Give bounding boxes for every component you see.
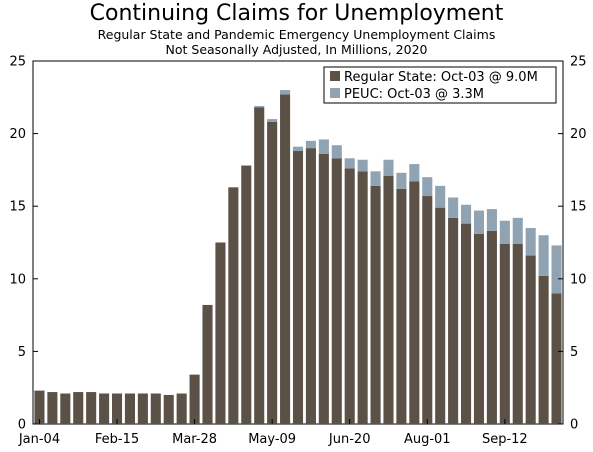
y-tick-label-left-10: 10 [9,272,26,287]
y-tick-label-right-5: 5 [570,345,578,360]
bar-peuc-33 [461,204,472,224]
bar-peuc-22 [318,139,329,154]
bar-regular-state-8 [137,393,148,424]
bar-regular-state-40 [551,293,562,424]
bar-peuc-17 [254,106,265,108]
bar-regular-state-5 [99,393,110,424]
y-tick-label-left-20: 20 [9,127,26,142]
bar-regular-state-38 [525,255,536,424]
x-tick-label-May-09: May-09 [248,432,296,447]
bar-regular-state-10 [163,394,174,424]
bar-regular-state-19 [280,94,291,425]
chart-subtitle-line-1: Regular State and Pandemic Emergency Une… [97,27,496,42]
y-tick-label-right-15: 15 [570,200,587,215]
bar-regular-state-36 [499,243,510,424]
x-tick-label-Mar-28: Mar-28 [172,432,217,447]
bar-regular-state-20 [292,151,304,424]
bar-regular-state-24 [344,168,355,424]
y-tick-label-right-20: 20 [570,127,587,142]
bar-regular-state-0 [34,390,45,424]
bar-peuc-29 [409,164,420,182]
legend-label-regular-state: Regular State: Oct-03 @ 9.0M [344,70,538,85]
bar-peuc-28 [396,172,407,189]
y-axis-right: 0 5 10 15 20 25 [558,55,587,433]
legend: Regular State: Oct-03 @ 9.0M PEUC: Oct-0… [323,66,557,104]
bar-regular-state-33 [461,223,472,424]
bar-peuc-35 [486,209,497,231]
y-tick-label-left-25: 25 [9,55,26,70]
bar-regular-state-32 [448,217,459,424]
bar-regular-state-30 [422,196,433,424]
bar-peuc-40 [551,245,562,294]
bar-peuc-34 [473,210,485,234]
legend-swatch-regular-state [330,71,340,81]
x-tick-label-Jun-20: Jun-20 [328,432,371,447]
x-tick-label-Jan-04: Jan-04 [18,432,60,447]
bar-regular-state-29 [409,181,420,424]
y-tick-label-right-0: 0 [570,418,578,433]
bar-regular-state-34 [473,233,485,424]
bar-regular-state-6 [111,393,123,424]
bar-regular-state-2 [60,393,71,424]
x-axis: Jan-04 Feb-15 Mar-28 May-09 Jun-20 Aug-01 Sep-… [18,419,528,447]
bar-regular-state-27 [383,175,394,424]
x-tick-label-Feb-15: Feb-15 [95,432,139,447]
bar-regular-state-15 [228,187,239,424]
bar-regular-state-12 [189,374,200,424]
bar-regular-state-7 [124,393,135,424]
bar-regular-state-25 [357,171,368,424]
bar-regular-state-3 [73,392,84,424]
bar-regular-state-31 [435,207,446,424]
y-tick-label-right-25: 25 [570,55,587,70]
bar-peuc-20 [292,146,304,152]
bar-regular-state-28 [396,188,407,424]
bar-regular-state-39 [538,275,549,424]
bar-peuc-24 [344,158,355,169]
bars-group [34,90,562,425]
y-axis-left: 0 5 10 15 20 25 [9,55,38,433]
x-tick-label-Sep-12: Sep-12 [482,432,528,447]
bar-peuc-39 [538,235,549,276]
bar-peuc-37 [512,217,523,244]
bar-peuc-27 [383,159,394,176]
legend-box [323,66,557,104]
x-tick-label-Aug-01: Aug-01 [404,432,451,447]
bar-peuc-36 [499,220,510,244]
bar-regular-state-18 [267,121,278,424]
y-tick-label-left-15: 15 [9,200,26,215]
bar-peuc-21 [305,140,316,149]
bar-peuc-38 [525,227,536,256]
bar-regular-state-21 [305,148,316,424]
bar-peuc-18 [267,119,278,122]
bar-regular-state-22 [318,153,329,424]
chart-subtitle-line-2: Not Seasonally Adjusted, In Millions, 20… [165,42,428,57]
bar-regular-state-9 [150,393,161,424]
bar-peuc-30 [422,177,433,197]
bar-regular-state-14 [215,242,226,424]
bar-regular-state-37 [512,243,523,424]
bar-regular-state-17 [254,107,265,425]
y-tick-label-left-0: 0 [18,418,26,433]
bar-regular-state-11 [176,393,187,424]
bar-peuc-23 [331,145,342,159]
bar-peuc-26 [370,171,381,186]
bar-peuc-32 [448,197,459,218]
y-tick-label-right-10: 10 [570,272,587,287]
bar-regular-state-16 [241,165,252,425]
y-tick-label-left-5: 5 [18,345,26,360]
legend-label-peuc: PEUC: Oct-03 @ 3.3M [344,87,484,102]
bar-regular-state-35 [486,230,497,424]
bar-peuc-25 [357,159,368,172]
bar-regular-state-1 [47,392,58,424]
bar-regular-state-13 [202,304,213,424]
legend-swatch-peuc [330,88,340,98]
bar-peuc-31 [435,185,446,208]
bar-regular-state-26 [370,185,381,424]
bar-peuc-19 [280,90,291,95]
chart-title: Continuing Claims for Unemployment [89,1,504,26]
bar-regular-state-4 [86,392,97,424]
bar-regular-state-23 [331,158,342,424]
